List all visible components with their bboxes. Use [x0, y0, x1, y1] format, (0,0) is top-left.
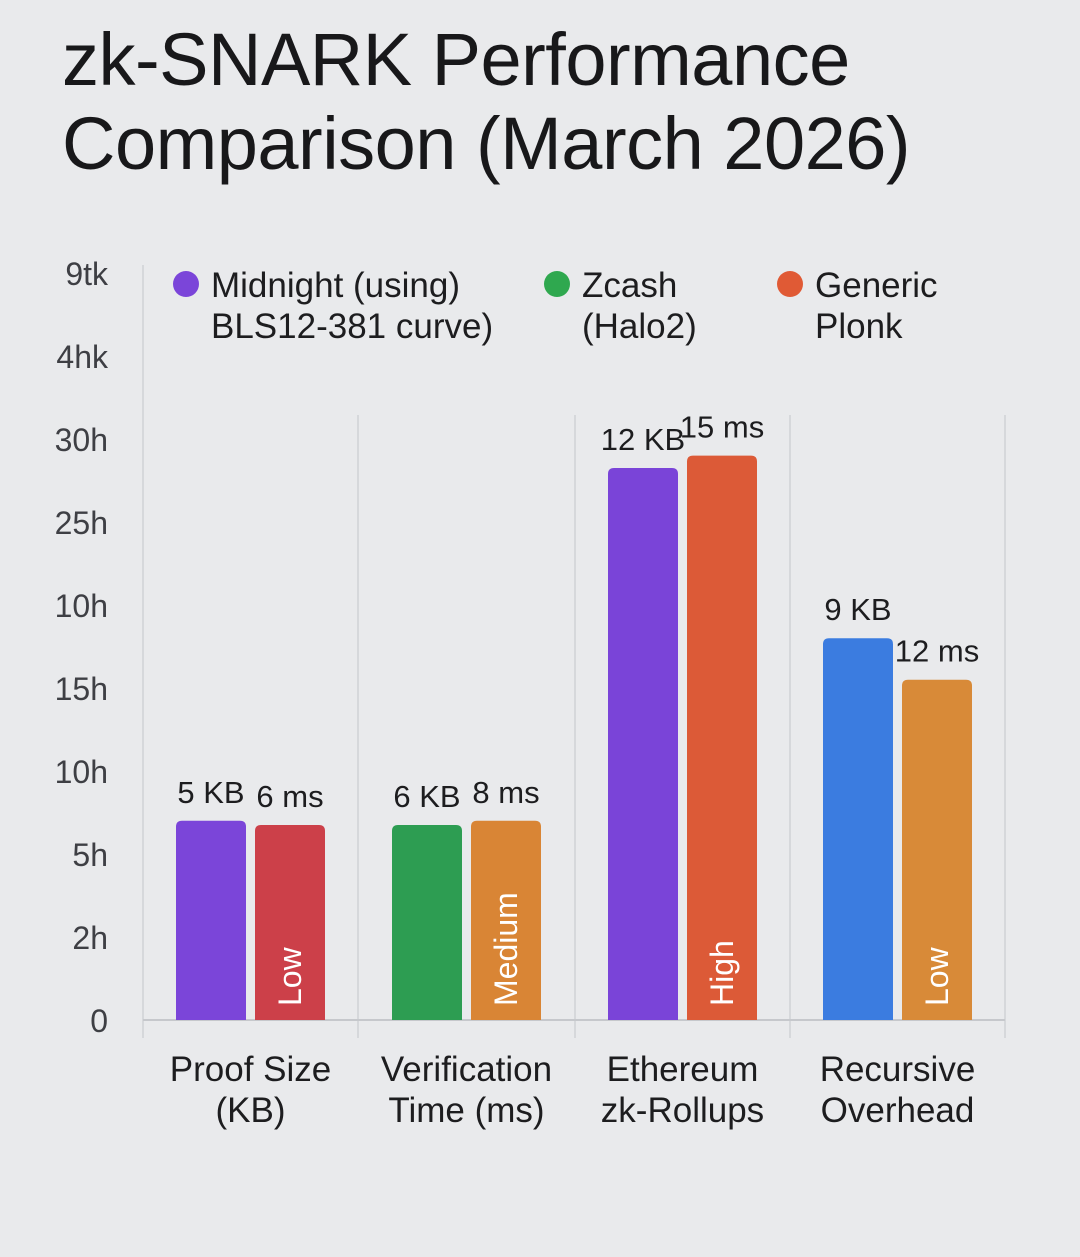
legend-item-zcash: Zcash (Halo2) — [544, 265, 697, 347]
y-tick-label: 4hk — [56, 339, 109, 375]
legend-label-plonk-line2: Plonk — [815, 307, 903, 346]
y-tick-label: 9tk — [65, 256, 109, 292]
bar — [687, 455, 757, 1021]
x-category-label: Verification — [381, 1050, 552, 1089]
y-tick-label: 10h — [55, 754, 108, 790]
bar — [608, 468, 678, 1020]
legend-label-midnight-line2: BLS12-381 curve) — [211, 307, 494, 346]
chart-title: zk-SNARK Performance Comparison (March 2… — [62, 18, 1052, 186]
y-tick-label: 10h — [55, 588, 108, 624]
x-category-label: (KB) — [216, 1091, 286, 1130]
bar — [471, 820, 541, 1020]
chart-title-line2: Comparison (March 2026) — [62, 102, 911, 185]
x-category-label: Proof Size — [170, 1050, 331, 1089]
bar-value-label: 9 KB — [824, 592, 891, 627]
x-category-label: Overhead — [821, 1091, 975, 1130]
bar-value-label: 5 KB — [177, 775, 244, 810]
legend-label-zcash-line2: (Halo2) — [582, 307, 697, 346]
legend-label-plonk-line1: Generic — [815, 266, 938, 305]
bar — [823, 638, 893, 1020]
bar-value-label: 15 ms — [680, 410, 764, 445]
x-category-label: Recursive — [820, 1050, 976, 1089]
y-tick-label: 2h — [72, 920, 108, 956]
bar-value-label: 12 KB — [601, 422, 685, 457]
bar — [255, 824, 325, 1020]
y-tick-label: 0 — [90, 1003, 108, 1039]
legend-label-midnight-line1: Midnight (using) — [211, 266, 460, 305]
y-tick-label: 15h — [55, 671, 108, 707]
x-category-label: zk-Rollups — [601, 1091, 764, 1130]
legend-item-plonk: Generic Plonk — [777, 265, 938, 347]
x-category-label: Ethereum — [607, 1050, 759, 1089]
legend-swatch-midnight — [173, 271, 199, 297]
bar — [392, 824, 462, 1020]
y-tick-label: 30h — [55, 422, 108, 458]
bar-inner-label: High — [704, 940, 740, 1006]
bar-value-label: 6 KB — [393, 779, 460, 814]
bar-value-label: 8 ms — [472, 775, 539, 810]
legend-label-zcash-line1: Zcash — [582, 266, 678, 305]
y-tick-label: 5h — [72, 837, 108, 873]
bar-value-label: 6 ms — [256, 779, 323, 814]
legend-swatch-zcash — [544, 271, 570, 297]
bar-inner-label: Medium — [488, 892, 524, 1006]
legend-item-midnight: Midnight (using) BLS12-381 curve) — [173, 265, 493, 347]
x-category-label: Time (ms) — [388, 1091, 544, 1130]
bar-inner-label: Low — [272, 946, 308, 1006]
bar-value-label: 12 ms — [895, 634, 979, 669]
bar-inner-label: Low — [919, 946, 955, 1006]
bar — [902, 679, 972, 1020]
chart-title-line1: zk-SNARK Performance — [62, 18, 850, 101]
legend-swatch-plonk — [777, 271, 803, 297]
y-tick-label: 25h — [55, 505, 108, 541]
bar — [176, 820, 246, 1020]
